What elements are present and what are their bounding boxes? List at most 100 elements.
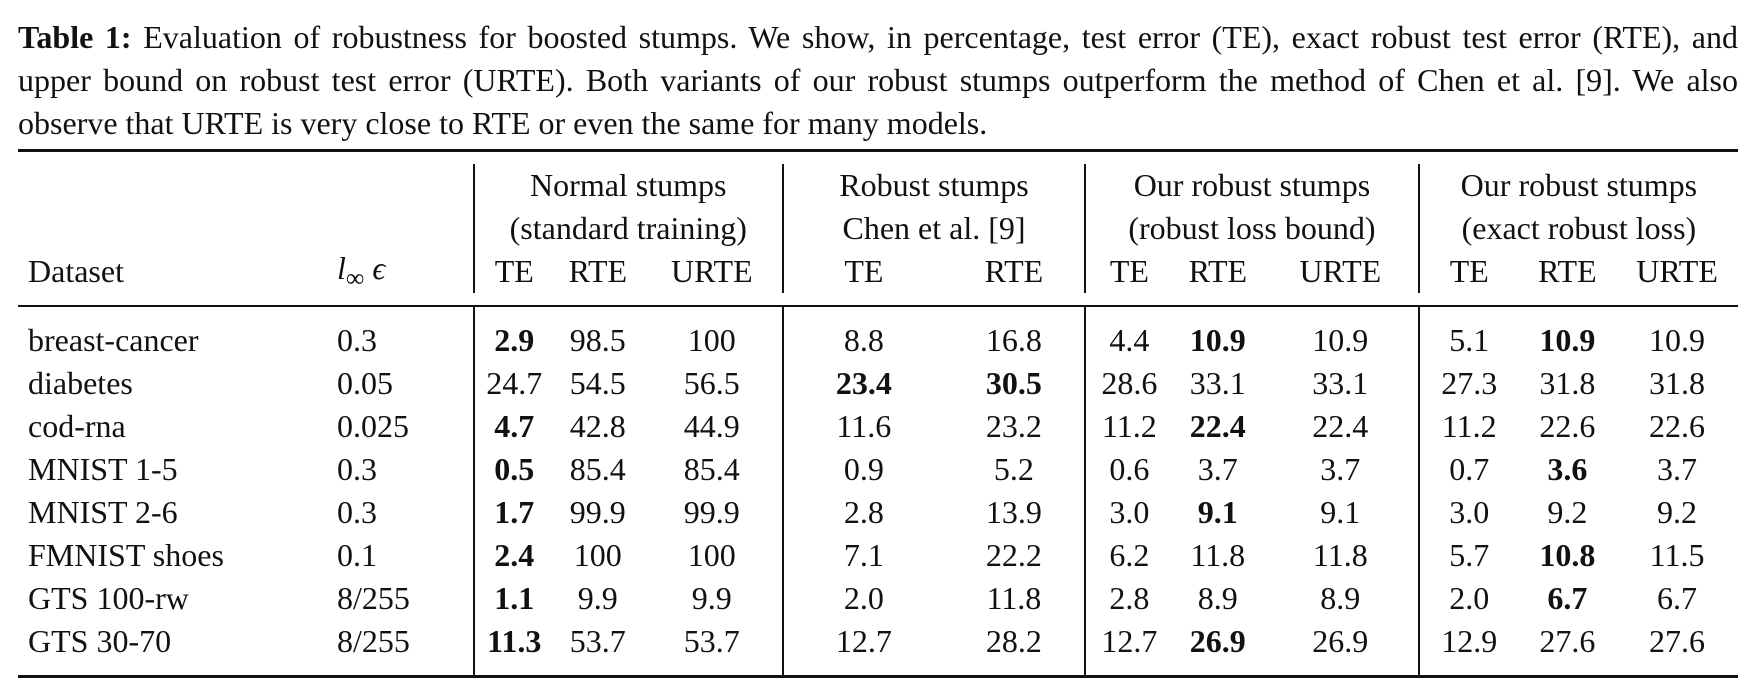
caption-text: Evaluation of robustness for boosted stu… [18,19,1739,141]
metric-column-header: TE [472,250,554,294]
value-cell: 27.3 [1417,362,1519,406]
group-title-row-1: Normal stumps Robust stumps Our robust s… [18,164,1738,207]
value-cell: 10.9 [1189,322,1246,359]
metric-column-header: TE [1084,250,1173,294]
value-cell: 3.0 [1084,491,1173,535]
table-row: MNIST 2-6 0.3 1.7 99.9 99.9 2.8 13.9 3.0 9.1 9.1 3… [18,491,1738,535]
value-cell: 23.2 [985,408,1042,445]
value-cell: 100 [687,537,736,574]
value-cell: 27.6 [1649,623,1706,660]
table-figure: Table 1: Evaluation of robustness for bo… [18,0,1738,679]
value-cell: 11.6 [781,405,944,449]
value-cell: 10.8 [1539,537,1596,574]
value-cell: 53.7 [683,623,740,660]
value-cell: 2.0 [1417,577,1519,621]
epsilon-column-header: l∞ ϵ [325,250,474,293]
table-row: GTS 100-rw 8/255 1.1 9.9 9.9 2.0 11.8 2.8 8.9 8.9… [18,577,1738,621]
value-cell: 33.1 [1312,365,1369,402]
value-cell: 9.1 [1320,494,1361,531]
metric-column-header: URTE [1636,253,1718,290]
value-cell: 12.7 [781,620,944,664]
dataset-cell: GTS 100-rw [28,580,189,617]
epsilon-cell: 0.3 [336,451,377,488]
metric-column-header: RTE [984,253,1044,290]
value-cell: 10.9 [1539,322,1596,359]
value-cell: 9.2 [1657,494,1698,531]
value-cell: 33.1 [1189,365,1246,402]
value-cell: 0.9 [781,448,944,492]
value-cell: 2.8 [781,491,944,535]
value-cell: 22.6 [1539,408,1596,445]
epsilon-cell: 8/255 [336,580,410,617]
value-cell: 9.9 [577,580,618,617]
group-title-line1: Normal stumps [472,164,783,207]
value-cell: 9.2 [1547,494,1588,531]
value-cell: 5.1 [1417,319,1519,363]
table-caption: Table 1: Evaluation of robustness for bo… [18,16,1738,145]
value-cell: 31.8 [1539,365,1596,402]
group-title-line2: Chen et al. [9] [781,207,1086,250]
dataset-cell: FMNIST shoes [28,537,224,574]
value-cell: 7.1 [781,534,944,578]
dataset-column-header: Dataset [28,253,124,290]
value-cell: 0.6 [1084,448,1173,492]
table-row: MNIST 1-5 0.3 0.5 85.4 85.4 0.9 5.2 0.6 3.7 3.7 0.… [18,448,1738,492]
epsilon-cell: 0.025 [336,408,409,445]
value-cell: 100 [573,537,622,574]
value-cell: 85.4 [569,451,626,488]
epsilon-cell: 0.3 [336,494,377,531]
dataset-cell: MNIST 2-6 [28,494,178,531]
metric-column-header: RTE [1188,253,1248,290]
value-cell: 22.2 [985,537,1042,574]
metric-column-header: URTE [1299,253,1382,290]
table-row: breast-cancer 0.3 2.9 98.5 100 8.8 16.8 4.4 10.9… [18,319,1738,363]
group-title-line1: Our robust stumps [1417,164,1738,207]
metric-column-header: RTE [568,253,628,290]
header-rule [18,305,1738,308]
value-cell: 13.9 [985,494,1042,531]
value-cell: 5.2 [993,451,1034,488]
value-cell: 53.7 [569,623,626,660]
value-cell: 3.0 [1417,491,1519,535]
value-cell: 28.6 [1084,362,1173,406]
value-cell: 26.9 [1189,623,1246,660]
epsilon-cell: 0.05 [336,365,393,402]
value-cell: 11.5 [1649,537,1705,574]
value-cell: 44.9 [683,408,740,445]
value-cell: 30.5 [985,365,1042,402]
value-cell: 12.7 [1084,620,1173,664]
value-cell: 31.8 [1649,365,1706,402]
dataset-cell: cod-rna [28,408,126,445]
value-cell: 22.6 [1649,408,1706,445]
value-cell: 4.7 [472,405,554,449]
value-cell: 1.1 [472,577,554,621]
group-title-line2: (standard training) [472,207,783,250]
value-cell: 11.3 [472,620,554,664]
dataset-cell: breast-cancer [28,322,199,359]
top-rule [18,149,1738,152]
epsilon-cell: 0.1 [336,537,377,574]
infinity-subscript: ∞ [345,263,365,293]
value-cell: 11.2 [1417,405,1519,449]
value-cell: 99.9 [569,494,626,531]
metric-column-header: RTE [1538,253,1597,290]
value-cell: 11.2 [1084,405,1173,449]
metric-column-header: URTE [671,253,753,290]
group-title-line1: Robust stumps [781,164,1086,207]
value-cell: 26.9 [1312,623,1369,660]
value-cell: 8.9 [1197,580,1238,617]
table-row: cod-rna 0.025 4.7 42.8 44.9 11.6 23.2 11.2 22.4 2… [18,405,1738,449]
value-cell: 2.9 [472,319,554,363]
value-cell: 9.9 [691,580,732,617]
value-cell: 6.7 [1657,580,1698,617]
value-cell: 3.6 [1547,451,1588,488]
table-row: FMNIST shoes 0.1 2.4 100 100 7.1 22.2 6.2 11.8 11… [18,534,1738,578]
value-cell: 23.4 [781,362,944,406]
value-cell: 54.5 [569,365,626,402]
value-cell: 11.8 [1312,537,1368,574]
results-table-body: breast-cancer 0.3 2.9 98.5 100 8.8 16.8 4.4 10.9… [18,307,1738,676]
value-cell: 5.7 [1417,534,1519,578]
metric-column-header: TE [1417,250,1519,294]
value-cell: 6.7 [1547,580,1588,617]
value-cell: 1.7 [472,491,554,535]
